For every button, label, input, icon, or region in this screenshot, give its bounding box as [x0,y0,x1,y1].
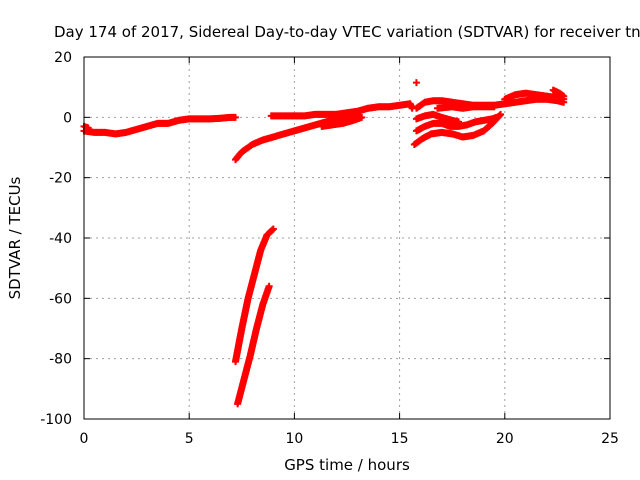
x-tick-label: 15 [391,431,409,447]
y-tick-label: -60 [49,291,72,307]
data-point [490,103,498,111]
data-point [412,79,420,87]
series-arc-wave-1 [412,110,463,126]
x-tick-label: 20 [496,431,514,447]
x-tick-label: 10 [285,431,303,447]
data-point [560,92,568,100]
series-arc-rise-1 [231,110,362,164]
series-arc-late-2 [501,89,568,103]
x-tick-label: 25 [601,431,619,447]
series-arc-wave-2 [412,113,500,135]
y-tick-label: -80 [49,352,72,368]
series-arc-dip-2 [234,282,273,408]
data-point [231,113,239,121]
data-points-layer [80,79,568,408]
data-point [268,226,276,234]
ticks-layer: 0 5 10 15 20 25 -100 -80 -60 -40 -20 0 20 [40,50,619,447]
series-arc-late-3 [433,103,498,112]
data-point [269,225,277,233]
y-tick-label: 20 [54,50,72,66]
series-outlier-1 [412,79,420,87]
y-tick-label: -100 [40,412,72,428]
x-axis-label: GPS time / hours [284,456,410,474]
y-tick-label: -20 [49,171,72,187]
data-point [497,110,505,118]
series-arc-late-4 [549,86,568,100]
chart-title: Day 174 of 2017, Sidereal Day-to-day VTE… [54,23,640,41]
series-arc-wave-3 [410,110,505,148]
y-tick-label: -40 [49,231,72,247]
x-tick-label: 0 [80,431,89,447]
data-point [265,282,273,290]
series-arc-dip-1 [231,225,277,366]
x-tick-label: 5 [185,431,194,447]
series-arc-rise-2 [318,113,366,130]
y-tick-label: 0 [63,110,72,126]
data-point [358,113,366,121]
data-point [84,124,92,132]
y-axis-label: SDTVAR / TECUs [6,176,24,299]
series-arc-early [80,113,239,138]
